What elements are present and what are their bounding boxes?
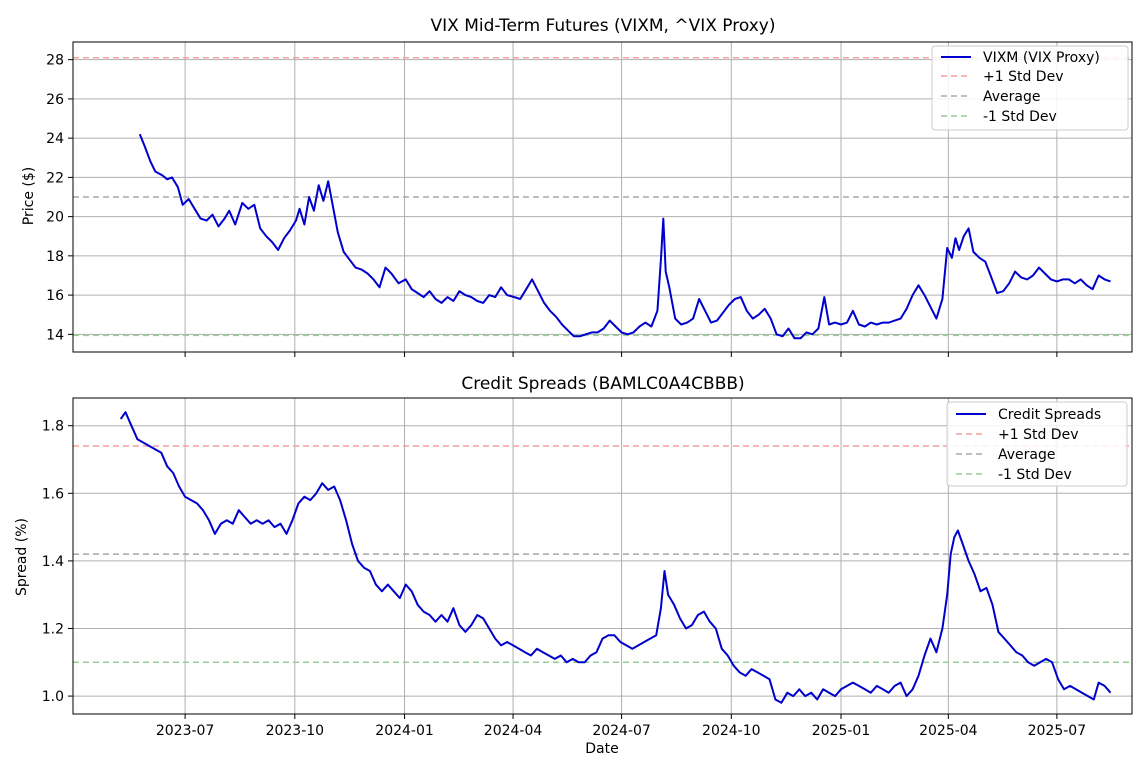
x-tick-label: 2025-07 [1028, 723, 1087, 739]
legend-label-average: Average [998, 447, 1056, 463]
legend-box [931, 45, 1129, 131]
series-line [119, 411, 1112, 704]
y-tick-label: 1.4 [42, 554, 64, 570]
y-tick-label: 16 [46, 288, 64, 304]
legend-label-plus-std: +1 Std Dev [998, 427, 1078, 443]
y-tick-label: 1.0 [42, 689, 64, 705]
series-lines [119, 411, 1112, 704]
y-tick-label: 28 [46, 53, 64, 69]
legend-label-series: Credit Spreads [998, 407, 1101, 423]
y-tick-label: 22 [46, 170, 64, 186]
series-line [138, 133, 1111, 340]
legend-label-average: Average [983, 89, 1041, 105]
legend: VIXM (VIX Proxy) +1 Std Dev Average -1 S… [931, 45, 1129, 131]
y-ticks: 1.0 1.2 1.4 1.6 1.8 [42, 419, 73, 705]
legend-label-series: VIXM (VIX Proxy) [983, 50, 1100, 66]
x-tick-label: 2025-04 [919, 723, 978, 739]
legend: Credit Spreads +1 Std Dev Average -1 Std… [946, 401, 1128, 487]
legend-label-plus-std: +1 Std Dev [983, 69, 1063, 85]
plot-frame [72, 41, 1133, 353]
y-tick-label: 14 [46, 327, 64, 343]
legend-label-minus-std: -1 Std Dev [998, 467, 1072, 483]
y-axis-label: Price ($) [21, 167, 37, 225]
y-gridlines [73, 59, 1132, 335]
x-axis-label: Date [585, 741, 618, 757]
y-ticks: 14 16 18 20 22 24 26 28 [46, 53, 73, 343]
x-tick-label: 2025-01 [812, 723, 871, 739]
x-ticks [184, 352, 1058, 357]
legend-label-minus-std: -1 Std Dev [983, 109, 1057, 125]
y-tick-label: 1.6 [42, 486, 64, 502]
x-tick-label: 2024-01 [375, 723, 434, 739]
series-lines [138, 133, 1111, 340]
y-tick-label: 1.8 [42, 419, 64, 435]
x-tick-label: 2023-07 [156, 723, 215, 739]
x-tick-label: 2024-07 [592, 723, 651, 739]
y-tick-label: 1.2 [42, 621, 64, 637]
x-tick-label: 2024-04 [484, 723, 543, 739]
y-tick-label: 26 [46, 92, 64, 108]
y-tick-label: 24 [46, 131, 64, 147]
chart-title: VIX Mid-Term Futures (VIXM, ^VIX Proxy) [431, 16, 776, 36]
x-tick-label: 2024-10 [702, 723, 761, 739]
credit-spreads-chart: Credit Spreads (BAMLC0A4CBBB) Spread (%)… [14, 374, 1133, 757]
y-tick-label: 20 [46, 210, 64, 226]
y-tick-label: 18 [46, 249, 64, 265]
x-tick-label: 2023-10 [266, 723, 325, 739]
x-ticks: 2023-07 2023-10 2024-01 2024-04 2024-07 2024-… [156, 714, 1086, 739]
plot-frame [72, 397, 1133, 715]
legend-box [946, 401, 1128, 487]
vixm-chart: VIX Mid-Term Futures (VIXM, ^VIX Proxy) … [21, 16, 1133, 357]
chart-title: Credit Spreads (BAMLC0A4CBBB) [461, 374, 744, 394]
y-axis-label: Spread (%) [14, 518, 30, 596]
